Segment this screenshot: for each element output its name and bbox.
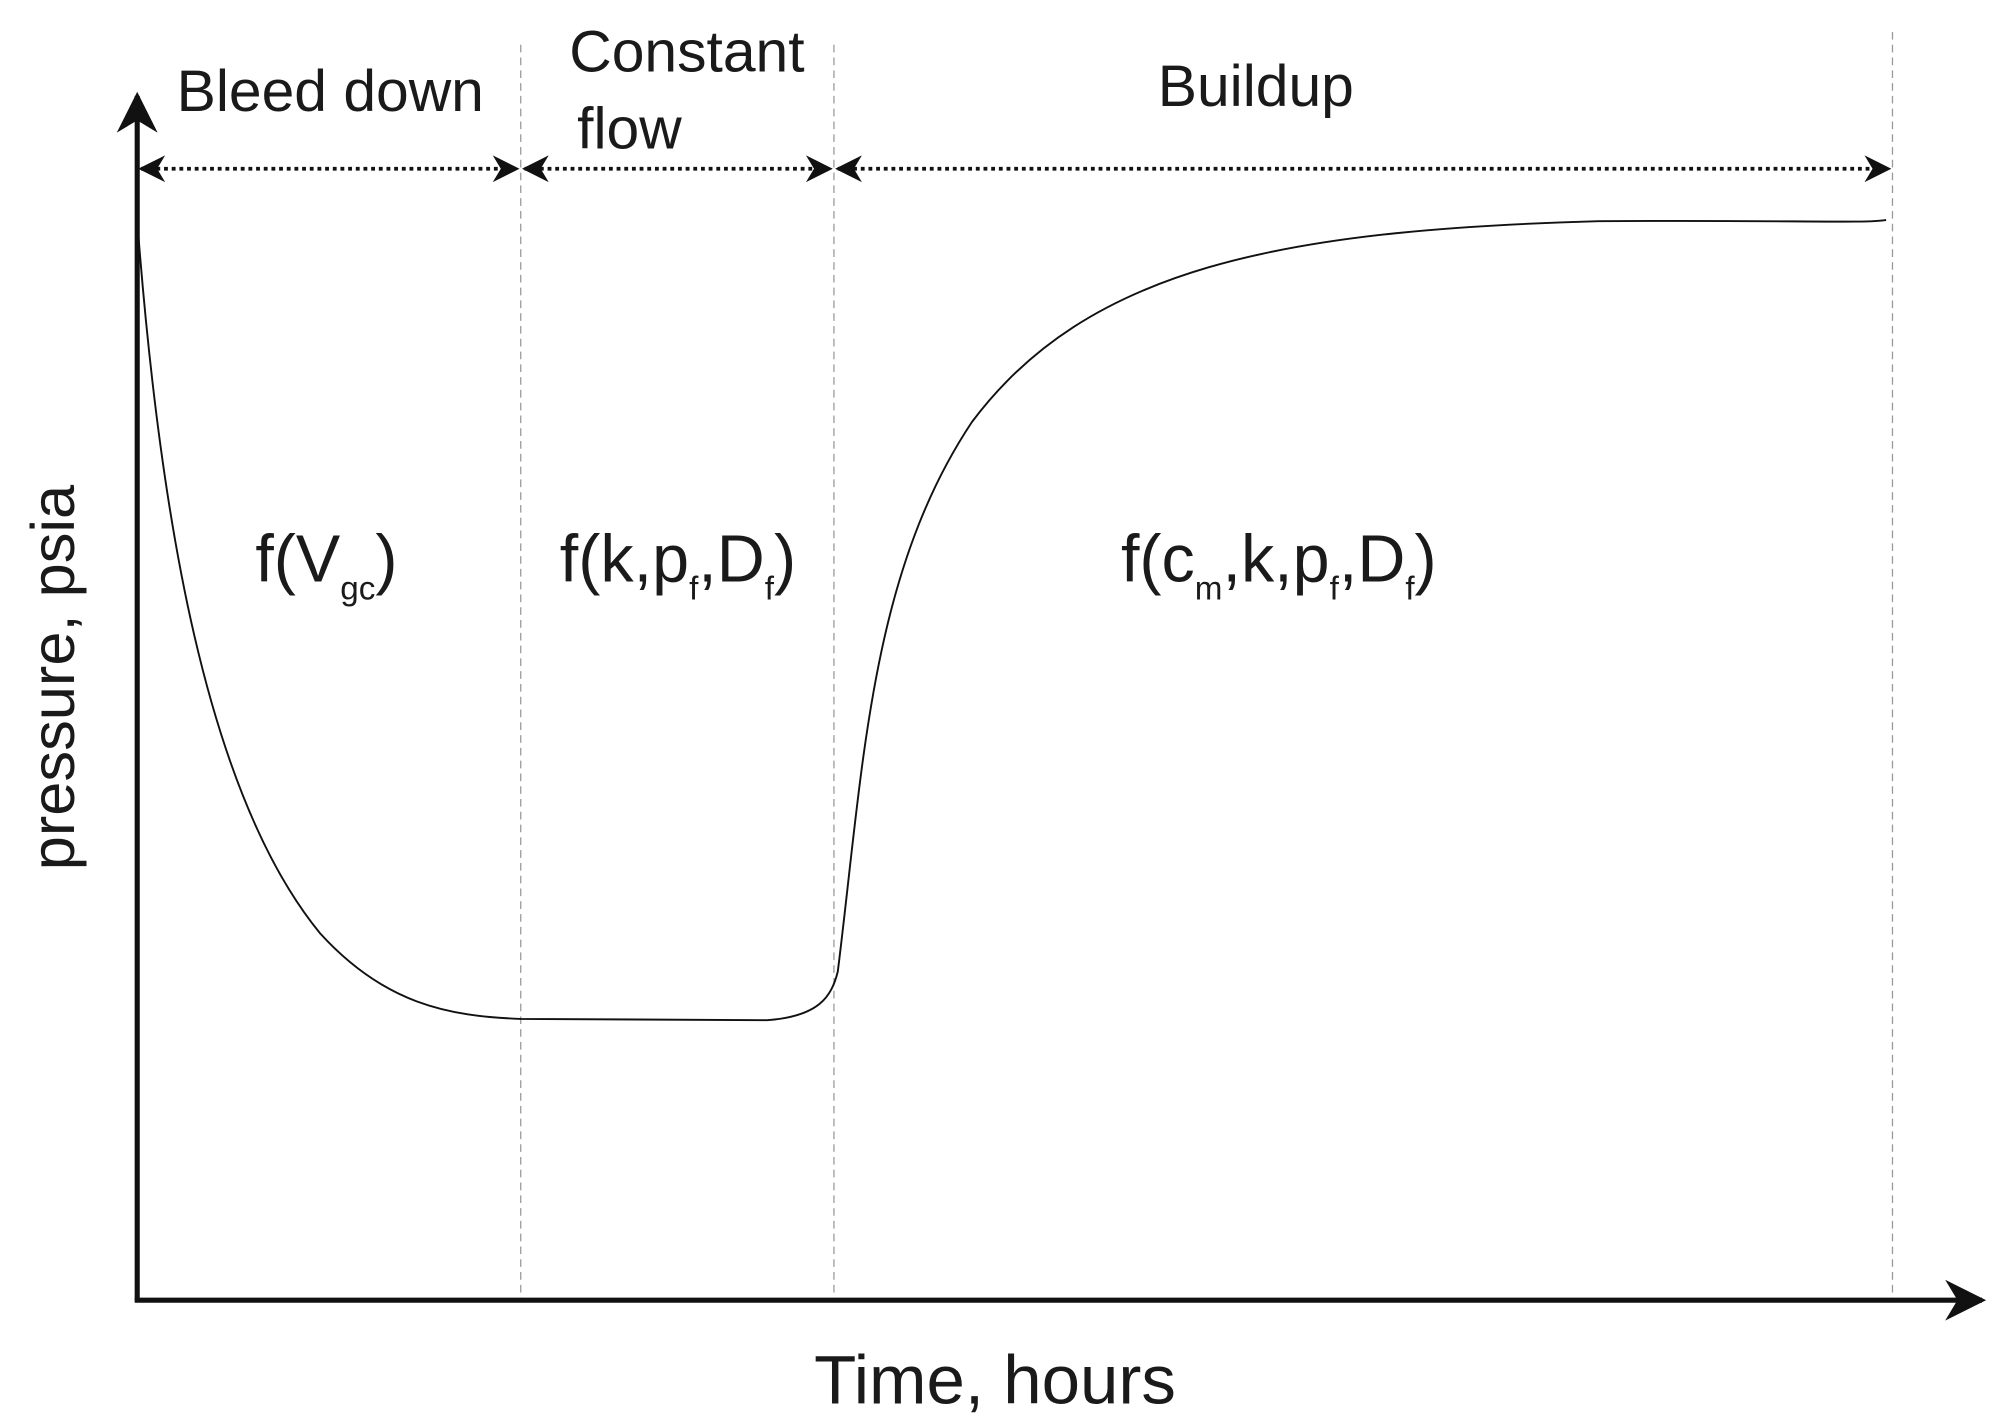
function-text: ,D — [698, 523, 764, 597]
function-text: ) — [1415, 523, 1437, 597]
phase-label: Buildup — [1158, 54, 1354, 119]
function-text: f(k,p — [560, 523, 689, 597]
phase-label: flow — [577, 96, 682, 161]
phase-label: Bleed down — [177, 59, 484, 124]
subscript: m — [1195, 571, 1223, 608]
function-text: f(V — [255, 523, 341, 597]
function-text: ,D — [1339, 523, 1405, 597]
phase-function: f(Vgc) — [255, 523, 397, 608]
subscript: f — [689, 571, 699, 608]
y-axis-label: pressure, psia — [19, 484, 88, 870]
pressure-curve — [137, 218, 1887, 1022]
phase-dividers — [520, 31, 1894, 1301]
phase-function: f(cm,k,pf,Df) — [1121, 523, 1437, 608]
subscript: f — [1330, 571, 1340, 608]
x-axis-label: Time, hours — [814, 1342, 1176, 1419]
subscript: f — [1405, 571, 1415, 608]
function-text: ) — [774, 523, 796, 597]
subscript: gc — [340, 571, 375, 608]
subscript: f — [765, 571, 775, 608]
function-text: ,k,p — [1222, 523, 1329, 597]
phase-label: Constant — [569, 20, 804, 85]
function-text: ) — [375, 523, 397, 597]
function-text: f(c — [1121, 523, 1195, 597]
phase-function: f(k,pf,Df) — [560, 523, 796, 608]
